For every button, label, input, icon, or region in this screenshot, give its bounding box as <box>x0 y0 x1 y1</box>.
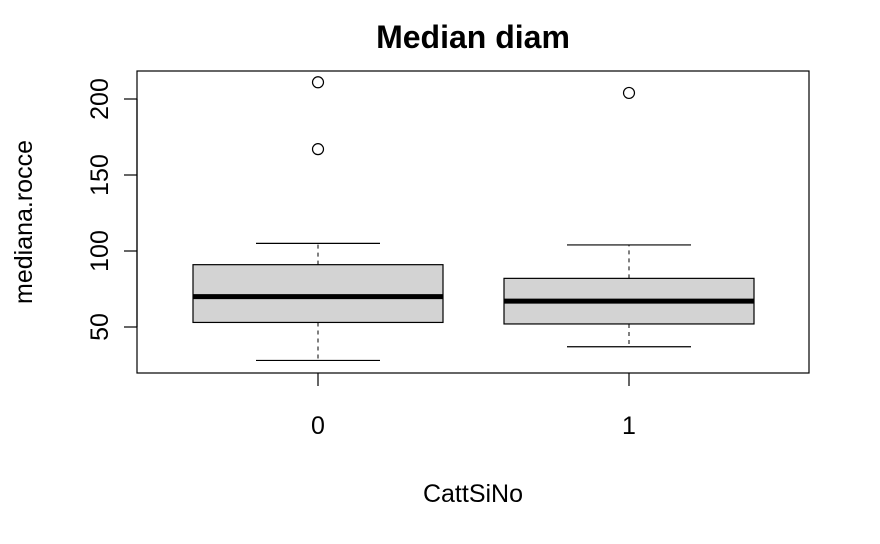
y-tick-label: 200 <box>86 78 114 120</box>
box-group-0 <box>192 76 444 362</box>
outlier-point <box>311 76 325 89</box>
chart-title: Median diam <box>376 19 570 55</box>
box-iqr <box>192 264 444 324</box>
y-axis-label: mediana.rocce <box>10 140 38 304</box>
plot-frame <box>136 70 810 374</box>
x-axis-label: CattSiNo <box>423 480 523 508</box>
y-tick-label: 150 <box>86 154 114 196</box>
outlier-point <box>622 86 636 100</box>
x-tick-label: 1 <box>622 412 636 440</box>
boxes-layer <box>192 76 755 362</box>
y-tick-label: 50 <box>86 313 114 341</box>
outlier-point <box>311 143 325 156</box>
y-tick-label: 100 <box>86 230 114 272</box>
y-axis: 50 100 150 200 <box>86 78 138 341</box>
x-tick-label: 0 <box>311 412 325 440</box>
box-group-1 <box>503 86 755 348</box>
